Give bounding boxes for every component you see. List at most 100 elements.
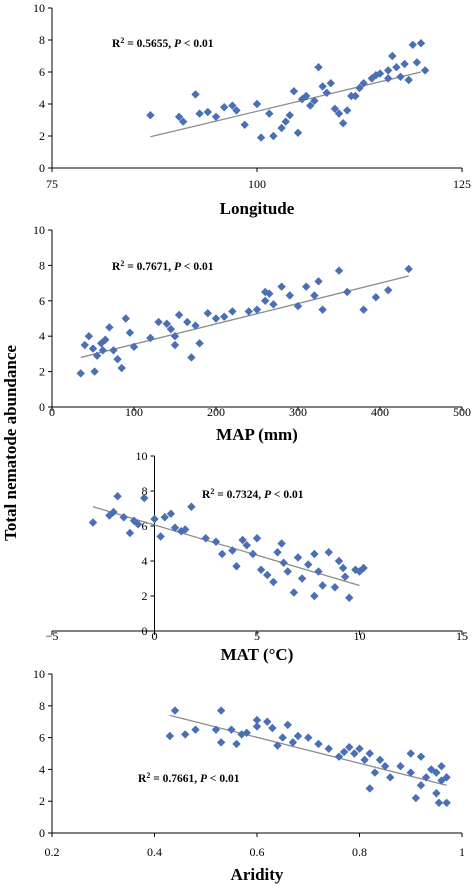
data-point	[408, 40, 417, 49]
data-point	[109, 346, 118, 355]
data-point	[338, 563, 348, 573]
data-point	[133, 520, 143, 529]
x-tick-label: 0.8	[352, 845, 367, 859]
data-point	[310, 549, 319, 559]
y-tick-label: 0	[39, 400, 45, 414]
data-point	[166, 324, 176, 334]
data-point	[211, 725, 221, 734]
data-point	[174, 112, 184, 121]
data-point	[119, 513, 128, 522]
data-point	[412, 58, 422, 67]
data-point	[345, 742, 354, 752]
data-point	[84, 332, 94, 341]
x-tick-label: −5	[46, 629, 59, 643]
x-axis-label: Aridity	[231, 865, 284, 884]
data-point	[261, 296, 270, 305]
y-tick-label: 6	[39, 65, 45, 79]
data-point	[437, 762, 446, 771]
data-point	[314, 63, 323, 72]
data-point	[396, 762, 405, 771]
data-point	[442, 773, 451, 782]
data-point	[304, 733, 313, 742]
data-point	[179, 117, 188, 126]
x-tick-label: 0	[49, 405, 55, 419]
data-point	[285, 291, 294, 300]
data-point	[310, 96, 319, 105]
data-point	[289, 87, 299, 96]
data-point	[268, 723, 277, 733]
data-point	[273, 548, 282, 557]
data-point	[314, 739, 323, 749]
data-point	[416, 781, 426, 790]
data-point	[211, 314, 221, 323]
data-point	[228, 101, 237, 110]
data-point	[146, 333, 155, 343]
data-point	[384, 74, 393, 83]
chart-panel-3: 0 2 4 6 8 10 −5 0 5 10 15 MAT (°C) R2 = 0.7324, P < …	[46, 449, 468, 664]
data-point	[392, 63, 401, 72]
y-tick-label: 2	[39, 129, 45, 143]
data-point	[220, 103, 229, 112]
data-point	[121, 314, 130, 323]
x-tick-label: 200	[207, 405, 225, 419]
x-tick-label: 100	[125, 405, 143, 419]
x-tick-label: 0	[152, 629, 158, 643]
data-point	[318, 305, 327, 314]
data-point	[154, 317, 163, 327]
data-point	[92, 351, 102, 360]
data-point	[195, 109, 204, 118]
data-point	[293, 301, 303, 311]
data-point	[256, 133, 266, 142]
data-point	[97, 339, 106, 348]
trend-line	[92, 506, 360, 587]
data-point	[98, 346, 108, 355]
data-point	[220, 312, 229, 321]
data-point	[293, 553, 303, 562]
data-point	[273, 741, 282, 750]
data-point	[244, 307, 253, 316]
data-point	[380, 762, 390, 771]
data-point	[211, 537, 221, 546]
data-point	[269, 131, 278, 141]
data-point	[170, 340, 180, 350]
x-axis-label: MAP (mm)	[216, 425, 298, 444]
data-point	[256, 565, 266, 574]
data-point	[370, 768, 380, 777]
data-point	[156, 532, 165, 541]
y-tick-label: 0	[39, 161, 45, 175]
data-point	[288, 738, 298, 747]
data-point	[140, 493, 149, 503]
x-tick-label: 10	[354, 629, 366, 643]
data-point	[283, 567, 292, 576]
data-point	[350, 749, 359, 758]
data-point	[162, 319, 171, 329]
data-point	[396, 72, 405, 81]
data-point	[345, 593, 354, 602]
data-point	[406, 749, 415, 758]
data-point	[302, 91, 311, 101]
data-point	[80, 340, 89, 350]
data-point	[306, 101, 315, 110]
data-point	[170, 332, 180, 341]
data-point	[338, 119, 348, 128]
r2-annotation: R2 = 0.7671, P < 0.01	[112, 259, 214, 274]
x-tick-label: 0.2	[45, 845, 60, 859]
y-tick-label: 8	[39, 33, 45, 47]
data-point	[217, 549, 227, 559]
x-tick-label: 125	[453, 177, 471, 191]
r2-annotation: R2 = 0.5655, P < 0.01	[112, 36, 214, 51]
data-point	[367, 74, 376, 83]
y-tick-label: 4	[39, 329, 45, 343]
data-point	[203, 107, 212, 117]
data-point	[263, 570, 272, 580]
data-point	[339, 747, 349, 757]
data-point	[283, 720, 292, 730]
shared-y-axis-label: Total nematode abundance	[1, 345, 20, 541]
y-tick-label: 0	[142, 624, 148, 638]
data-point	[375, 69, 385, 78]
data-point	[228, 546, 237, 555]
data-point	[195, 339, 204, 348]
y-tick-label: 10	[33, 667, 45, 681]
x-axis-label: Longitude	[220, 199, 295, 218]
data-point	[181, 730, 190, 739]
